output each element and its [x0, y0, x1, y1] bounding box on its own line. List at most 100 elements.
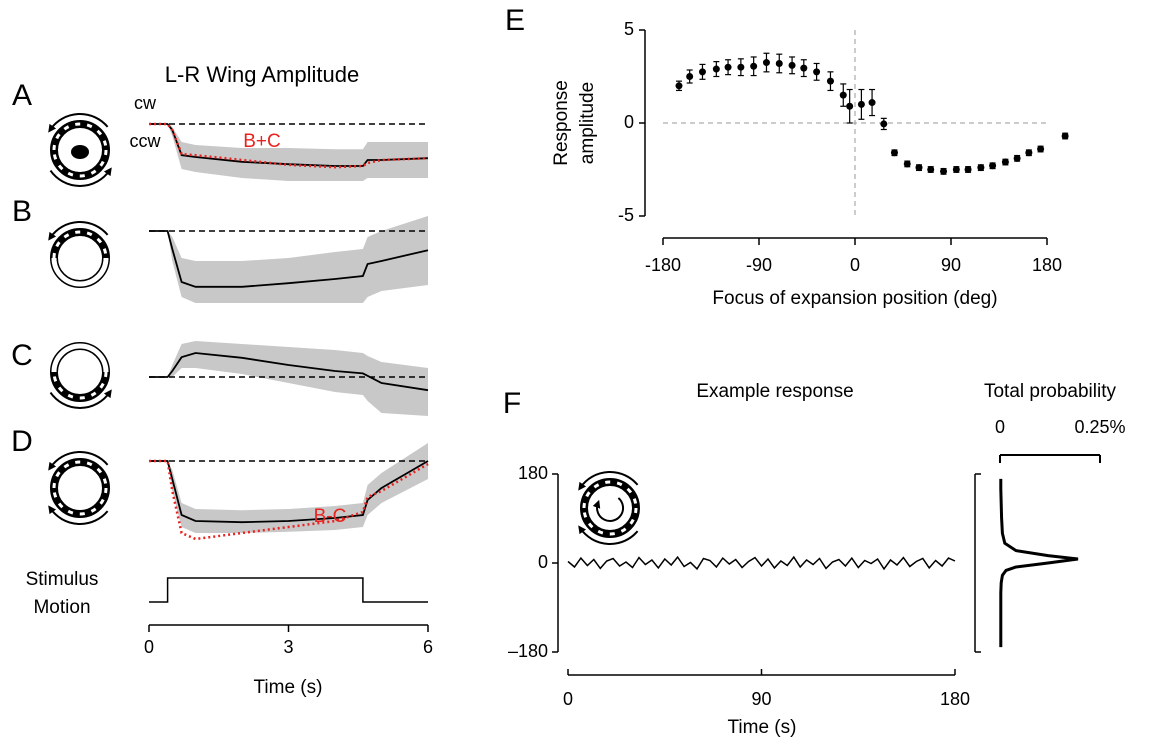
data-point — [940, 167, 948, 175]
data-point — [1061, 132, 1069, 140]
panel-letter: E — [505, 4, 525, 37]
confidence-band — [149, 124, 428, 181]
x-tick-label: -90 — [746, 255, 772, 275]
data-point — [890, 149, 898, 157]
arena-ring — [580, 478, 640, 509]
stimulus-label: Stimulus — [26, 569, 99, 590]
x-axis-label: Time (s) — [728, 717, 797, 738]
x-tick-label: 90 — [751, 689, 771, 709]
y-tick-label: –180 — [508, 641, 548, 661]
motion-arrow — [49, 167, 112, 187]
mean-line — [149, 352, 429, 392]
motion-arrow — [48, 505, 109, 525]
mean-line — [149, 460, 429, 524]
x-tick-label: 0.25% — [1074, 417, 1125, 437]
y-tick-label: 0 — [538, 552, 548, 572]
arena-ring — [582, 507, 638, 536]
stimulus-label: Motion — [33, 597, 90, 618]
data-point — [927, 166, 935, 173]
arena-ring — [52, 460, 108, 489]
mean-line — [149, 230, 429, 288]
data-point — [857, 100, 865, 108]
arena-ring — [50, 371, 110, 402]
model-line — [149, 459, 429, 541]
stimulus-trace — [149, 577, 428, 603]
model-line — [149, 122, 429, 169]
data-point — [737, 63, 745, 71]
y-tick-label: 180 — [518, 463, 548, 483]
arena-ring — [50, 257, 110, 288]
y-tick-label: 5 — [624, 19, 634, 39]
y-axis-label: Response — [551, 80, 572, 166]
x-tick-label: 6 — [423, 637, 433, 657]
arena-ring — [582, 480, 638, 509]
data-point — [800, 64, 808, 72]
data-point — [952, 166, 960, 173]
data-point — [1025, 149, 1033, 157]
arena-ring — [50, 342, 110, 373]
panel-title: Example response — [696, 381, 853, 402]
x-axis-label: Time (s) — [254, 677, 323, 698]
motion-arrow — [49, 389, 112, 409]
x-tick-label: -180 — [645, 255, 681, 275]
data-point — [788, 61, 796, 69]
x-tick-label: 0 — [144, 637, 154, 657]
data-point — [868, 99, 876, 107]
fly — [71, 145, 89, 159]
confidence-band — [149, 216, 428, 303]
confidence-band — [149, 443, 428, 533]
arena-ring — [51, 257, 109, 287]
data-point — [1037, 145, 1045, 153]
arena-ring — [52, 230, 108, 259]
arena-ring — [52, 371, 108, 400]
x-tick-label: 0 — [563, 689, 573, 709]
inner-arrow — [592, 497, 625, 522]
motion-arrow — [578, 525, 639, 545]
data-point — [846, 102, 854, 110]
data-point — [903, 160, 911, 168]
motion-arrow — [48, 451, 109, 471]
x-tick-label: 90 — [941, 255, 961, 275]
data-point — [750, 62, 758, 70]
data-point — [915, 164, 923, 172]
panel-letter: D — [11, 425, 33, 458]
data-point — [1013, 154, 1021, 162]
data-point — [775, 59, 783, 67]
data-point — [712, 65, 720, 73]
data-point — [826, 77, 834, 85]
arena-ring — [52, 149, 108, 178]
series-label: B+C — [243, 131, 281, 152]
data-point — [1001, 158, 1009, 166]
x-tick-label: 180 — [940, 689, 970, 709]
response-trace — [567, 555, 956, 571]
series-label: B-C — [314, 506, 347, 527]
arena-ring — [50, 228, 110, 259]
data-point — [686, 73, 694, 80]
confidence-band — [149, 341, 428, 416]
data-point — [964, 166, 972, 173]
arena-ring — [51, 343, 109, 373]
y-tick-label: 0 — [624, 112, 634, 132]
panel-letter: F — [503, 387, 521, 420]
panel-letter: B — [12, 195, 32, 228]
x-tick-label: 3 — [283, 637, 293, 657]
panel-letter: A — [12, 79, 32, 112]
arena-ring — [52, 122, 108, 151]
data-point — [977, 164, 985, 172]
x-axis-label: Focus of expansion position (deg) — [712, 288, 997, 309]
x-tick-label: 0 — [995, 417, 1005, 437]
arena-ring — [50, 458, 110, 489]
panel-letter: C — [11, 339, 33, 372]
chart-title: L-R Wing Amplitude — [165, 62, 359, 87]
x-tick-label: 0 — [850, 255, 860, 275]
x-tick-label: 180 — [1032, 255, 1062, 275]
data-point — [839, 91, 847, 99]
motion-arrow — [48, 113, 109, 133]
data-point — [989, 162, 997, 170]
y-tick-label: -5 — [618, 205, 634, 225]
data-point — [675, 82, 683, 90]
probability-curve — [999, 478, 1079, 648]
data-point — [813, 68, 821, 76]
arena-ring — [50, 487, 110, 518]
